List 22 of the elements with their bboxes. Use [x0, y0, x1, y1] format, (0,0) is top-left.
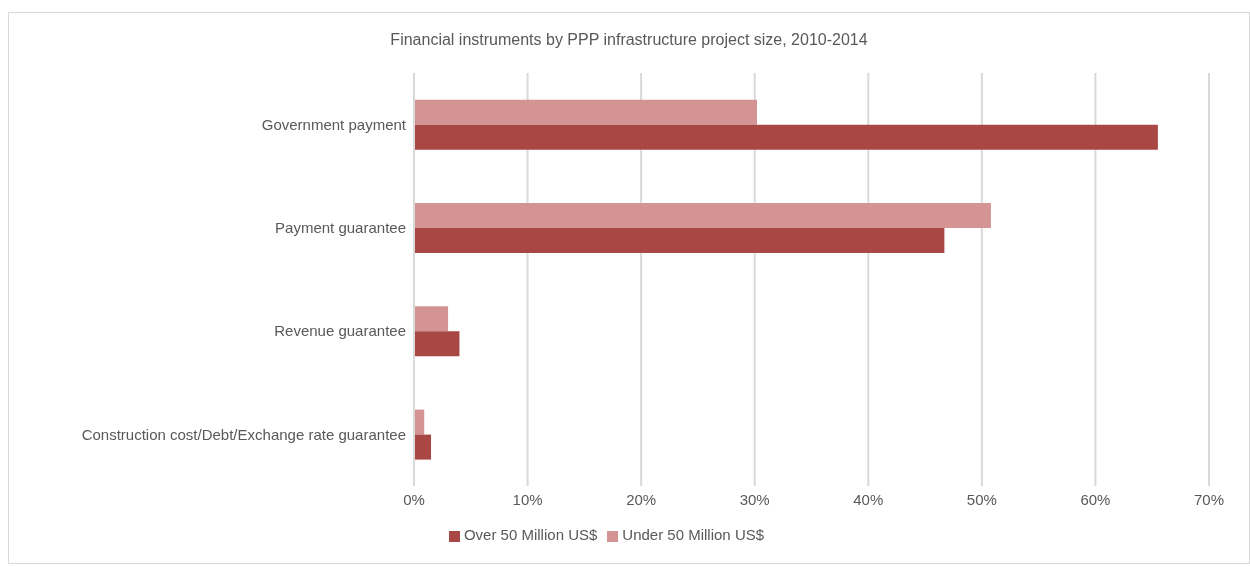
bar [414, 228, 945, 254]
y-tick-label: Revenue guarantee [274, 322, 406, 340]
x-tick-label: 30% [739, 490, 770, 508]
bar [414, 203, 991, 229]
x-tick-label: 10% [512, 490, 543, 508]
x-tick-label: 40% [853, 490, 884, 508]
legend-label: Over 50 Million US$ [463, 526, 598, 543]
x-tick-label: 50% [966, 490, 997, 508]
bar [414, 124, 1158, 150]
bar [414, 331, 460, 357]
y-tick-label: Construction cost/Debt/Exchange rate guarantee [81, 425, 406, 443]
x-tick-label: 60% [1080, 490, 1111, 508]
chart-title: Financial instruments by PPP infrastructure project size, 2010-2014 [389, 31, 869, 49]
bar [414, 306, 449, 332]
x-tick-label: 20% [626, 490, 657, 508]
x-tick-label: 70% [1193, 490, 1225, 508]
y-tick-label: Government payment [261, 115, 407, 133]
x-tick-label: 0% [403, 490, 425, 508]
legend-label: Under 50 Million US$ [622, 526, 765, 543]
bar [414, 99, 757, 125]
bar [414, 434, 432, 460]
y-tick-label: Payment guarantee [275, 219, 406, 237]
